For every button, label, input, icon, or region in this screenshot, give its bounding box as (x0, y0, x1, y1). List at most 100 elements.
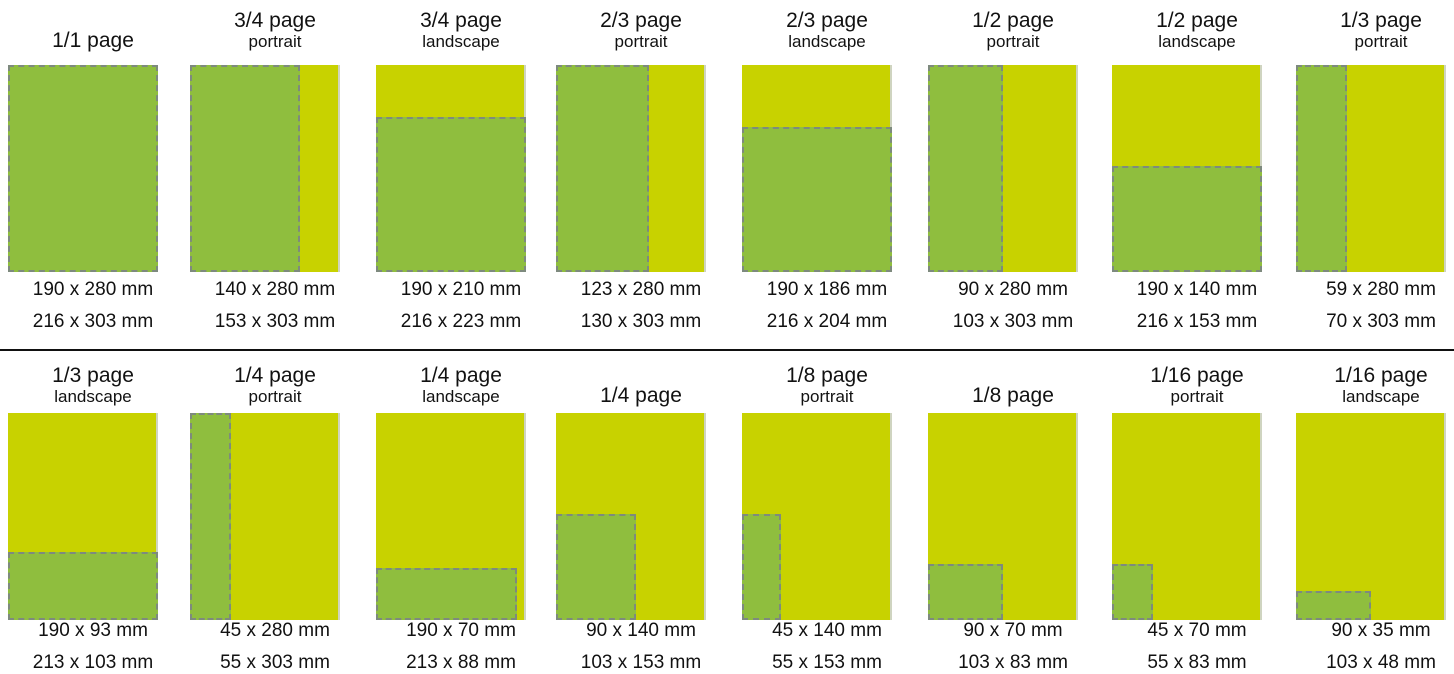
ad-format-heading: 1/8 page (928, 383, 1098, 409)
ad-area (742, 127, 892, 272)
ad-size-bleed: 103 x 153 mm (580, 652, 702, 673)
page-thumbnail (742, 413, 892, 620)
ad-area (376, 117, 526, 272)
ad-area (190, 65, 300, 272)
ad-area (1296, 65, 1347, 272)
ad-area (556, 514, 636, 620)
ad-size-trim: 90 x 140 mm (586, 620, 696, 641)
ad-format-orientation: portrait (1354, 32, 1408, 51)
ad-format-title: 1/1 page (52, 29, 134, 52)
ad-format-heading: 3/4 page landscape (376, 10, 546, 52)
ad-size-bleed: 216 x 153 mm (1136, 311, 1258, 332)
ad-size-bleed: 70 x 303 mm (1326, 311, 1436, 332)
ad-size-trim: 45 x 70 mm (1147, 620, 1247, 641)
ad-size-bleed: 153 x 303 mm (214, 311, 336, 332)
ad-size-trim: 90 x 70 mm (963, 620, 1063, 641)
ad-format-heading: 1/4 page (556, 383, 726, 409)
page-thumbnail (556, 413, 706, 620)
ad-area (1112, 166, 1262, 272)
ad-format-orientation: landscape (1158, 32, 1236, 51)
page-thumbnail (928, 413, 1078, 620)
ad-format-title: 3/4 page (234, 9, 316, 32)
ad-format-title: 1/16 page (1150, 364, 1244, 387)
ad-format-title: 1/4 page (600, 384, 682, 407)
ad-format-heading: 1/8 page portrait (742, 365, 912, 407)
page-thumbnail (8, 413, 158, 620)
ad-size-trim: 140 x 280 mm (214, 279, 336, 300)
ad-size-cell: 3/4 page landscape 190 x 210 mm 216 x 223 m… (376, 0, 546, 332)
ad-size-cell: 1/16 page landscape 90 x 35 mm 103 x 48 mm (1296, 355, 1454, 673)
page-thumbnail (8, 65, 158, 272)
ad-format-title: 2/3 page (600, 9, 682, 32)
page-thumbnail (1296, 413, 1446, 620)
ad-size-bleed: 103 x 83 mm (958, 652, 1068, 673)
ad-size-bleed: 103 x 48 mm (1326, 652, 1436, 673)
ad-format-heading: 1/2 page portrait (928, 10, 1098, 52)
ad-format-orientation: portrait (614, 32, 668, 51)
ad-format-title: 1/4 page (234, 364, 316, 387)
ad-format-orientation: landscape (788, 32, 866, 51)
page-thumbnail (1296, 65, 1446, 272)
ad-format-orientation: landscape (422, 387, 500, 406)
ad-size-bleed: 213 x 103 mm (32, 652, 154, 673)
ad-area (928, 65, 1003, 272)
ad-format-orientation: landscape (422, 32, 500, 51)
ad-area (8, 65, 158, 272)
ad-format-heading: 3/4 page portrait (190, 10, 360, 52)
ad-format-heading: 1/4 page landscape (376, 365, 546, 407)
page-thumbnail (1112, 65, 1262, 272)
ad-format-orientation: landscape (54, 387, 132, 406)
ad-size-trim: 190 x 70 mm (406, 620, 516, 641)
ad-format-orientation: portrait (1170, 387, 1224, 406)
ad-size-cell: 1/3 page landscape 190 x 93 mm 213 x 103 mm (8, 355, 178, 673)
page-thumbnail (190, 65, 340, 272)
ad-size-trim: 190 x 210 mm (400, 279, 522, 300)
ad-size-cell: 3/4 page portrait 140 x 280 mm 153 x 303 mm (190, 0, 360, 332)
ad-size-bleed: 216 x 223 mm (400, 311, 522, 332)
ad-format-orientation: portrait (800, 387, 854, 406)
ad-size-cell: 2/3 page landscape 190 x 186 mm 216 x 204 m… (742, 0, 912, 332)
page-thumbnail (190, 413, 340, 620)
ad-format-heading: 1/3 page portrait (1296, 10, 1454, 52)
ad-format-orientation: portrait (248, 32, 302, 51)
ad-size-trim: 190 x 140 mm (1136, 279, 1258, 300)
ad-size-cell: 1/8 page 90 x 70 mm 103 x 83 mm (928, 355, 1098, 673)
ad-size-cell: 1/4 page portrait 45 x 280 mm 55 x 303 mm (190, 355, 360, 673)
ad-format-title: 1/8 page (786, 364, 868, 387)
ad-area (556, 65, 649, 272)
ad-format-title: 1/16 page (1334, 364, 1428, 387)
ad-size-trim: 59 x 280 mm (1326, 279, 1436, 300)
page-thumbnail (376, 413, 526, 620)
ad-size-trim: 90 x 35 mm (1331, 620, 1431, 641)
page-thumbnail (742, 65, 892, 272)
ad-format-title: 1/8 page (972, 384, 1054, 407)
ad-area (742, 514, 781, 620)
ad-format-title: 1/2 page (972, 9, 1054, 32)
ad-size-trim: 190 x 280 mm (32, 279, 154, 300)
ad-size-bleed: 130 x 303 mm (580, 311, 702, 332)
ad-area (8, 552, 158, 620)
page-thumbnail (556, 65, 706, 272)
ad-format-orientation: landscape (1342, 387, 1420, 406)
ad-size-cell: 1/1 page 190 x 280 mm 216 x 303 mm (8, 0, 178, 332)
ad-size-cell: 1/4 page 90 x 140 mm 103 x 153 mm (556, 355, 726, 673)
ad-area (1112, 564, 1153, 620)
ad-format-heading: 1/2 page landscape (1112, 10, 1282, 52)
ad-format-orientation: portrait (248, 387, 302, 406)
page-thumbnail (928, 65, 1078, 272)
ad-format-title: 1/3 page (52, 364, 134, 387)
ad-area (190, 413, 231, 620)
ad-size-cell: 1/2 page portrait 90 x 280 mm 103 x 303 mm (928, 0, 1098, 332)
ad-format-heading: 2/3 page landscape (742, 10, 912, 52)
ad-size-bleed: 213 x 88 mm (406, 652, 516, 673)
ad-size-bleed: 216 x 303 mm (32, 311, 154, 332)
ad-size-bleed: 103 x 303 mm (952, 311, 1074, 332)
ad-size-bleed: 55 x 303 mm (220, 652, 330, 673)
ad-size-cell: 1/4 page landscape 190 x 70 mm 213 x 88 mm (376, 355, 546, 673)
ad-size-trim: 190 x 186 mm (766, 279, 888, 300)
ad-area (1296, 591, 1371, 620)
ad-format-title: 2/3 page (786, 9, 868, 32)
ad-size-trim: 123 x 280 mm (580, 279, 702, 300)
page-thumbnail (376, 65, 526, 272)
